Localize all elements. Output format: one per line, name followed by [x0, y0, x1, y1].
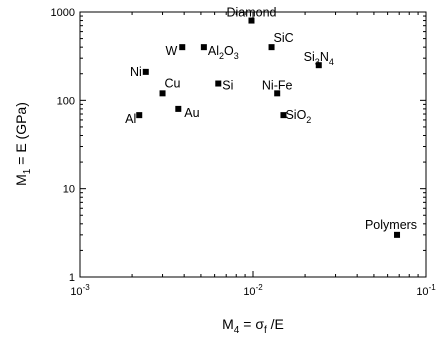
y-tick-label: 100 — [57, 95, 75, 107]
data-point-diamond — [248, 17, 255, 24]
point-label-sio2: SiO2 — [285, 108, 311, 125]
data-point-ni-fe — [274, 90, 281, 97]
x-tick-label: 10-3 — [70, 283, 90, 298]
x-axis-title: M4 = σf /E — [222, 316, 284, 336]
data-point-si — [215, 80, 222, 87]
point-label-diamond: Diamond — [226, 6, 276, 20]
y-axis-title: M1 = E (GPa) — [13, 102, 33, 186]
data-point-polymers — [394, 231, 401, 238]
data-point-si3n4 — [315, 62, 322, 69]
y-tick-label: 10 — [63, 184, 75, 196]
data-point-cu — [159, 90, 166, 97]
point-label-polymers: Polymers — [365, 218, 417, 232]
point-label-sic: SiC — [274, 31, 294, 45]
point-label-si: Si — [222, 79, 233, 93]
data-point-au — [175, 105, 182, 112]
axis-tick-labels: 10-3 10-2 10-1 1 10 100 1000 — [51, 7, 436, 298]
point-label-al2o3: Al2O3 — [208, 44, 239, 61]
y-tick-label: 1000 — [51, 7, 75, 19]
point-label-w: W — [165, 44, 177, 58]
point-label-ni: Ni — [130, 65, 142, 79]
point-label-au: Au — [184, 106, 199, 120]
data-point-w — [179, 44, 186, 51]
data-point-labels: Diamond W Al2O3 SiC Si3N4 Ni Cu Si Ni-Fe Al Au SiO2… — [125, 6, 417, 232]
y-tick-label: 1 — [69, 272, 75, 284]
data-point-sic — [268, 44, 275, 51]
data-point-ni — [142, 68, 149, 75]
data-points — [136, 17, 401, 238]
data-point-al — [136, 112, 143, 119]
point-label-al: Al — [125, 112, 136, 126]
plot-frame — [79, 11, 427, 278]
axis-ticks — [79, 11, 427, 278]
data-point-sio2 — [280, 112, 287, 119]
data-point-al2o3 — [200, 44, 207, 51]
x-tick-label: 10-2 — [243, 283, 263, 298]
point-label-si3n4: Si3N4 — [304, 50, 334, 67]
point-label-ni-fe: Ni-Fe — [262, 78, 293, 92]
point-label-cu: Cu — [165, 76, 181, 90]
x-tick-label: 10-1 — [416, 283, 436, 298]
